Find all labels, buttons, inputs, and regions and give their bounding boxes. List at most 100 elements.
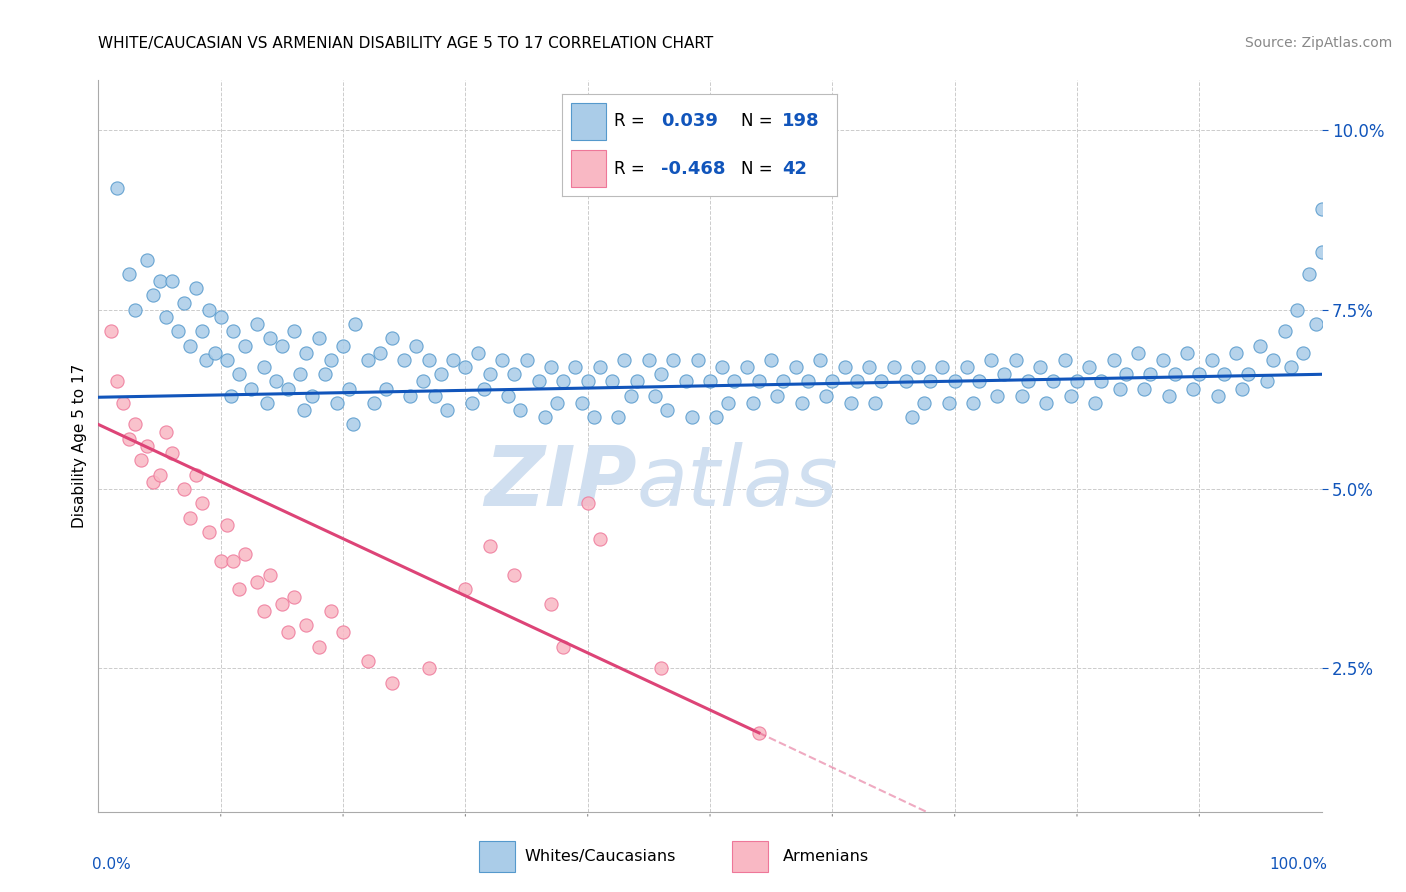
- Point: [509, 403, 531, 417]
- Text: -0.468: -0.468: [661, 160, 725, 178]
- Point: [815, 389, 838, 403]
- Point: [619, 389, 641, 403]
- Point: [111, 396, 134, 410]
- Point: [748, 375, 770, 389]
- Point: [607, 410, 630, 425]
- Point: [105, 375, 128, 389]
- Point: [277, 625, 299, 640]
- Point: [423, 389, 446, 403]
- Point: [342, 417, 364, 432]
- Point: [735, 360, 758, 375]
- Point: [1279, 360, 1302, 375]
- Point: [136, 252, 159, 267]
- Point: [717, 396, 740, 410]
- Text: Source: ZipAtlas.com: Source: ZipAtlas.com: [1244, 36, 1392, 50]
- Point: [912, 396, 935, 410]
- Point: [901, 410, 924, 425]
- Point: [1115, 368, 1137, 382]
- Point: [314, 368, 336, 382]
- Point: [858, 360, 880, 375]
- Point: [534, 410, 557, 425]
- Point: [1029, 360, 1052, 375]
- Text: N =: N =: [741, 160, 772, 178]
- Point: [1310, 245, 1333, 260]
- Point: [993, 368, 1015, 382]
- Point: [292, 403, 315, 417]
- Point: [1310, 202, 1333, 217]
- Point: [259, 331, 281, 345]
- Point: [295, 345, 318, 359]
- Point: [1128, 345, 1150, 359]
- Point: [228, 582, 250, 597]
- Point: [173, 295, 195, 310]
- Point: [233, 338, 256, 352]
- Point: [600, 375, 623, 389]
- Point: [553, 375, 575, 389]
- Point: [381, 331, 404, 345]
- Point: [564, 360, 586, 375]
- Point: [1274, 324, 1296, 338]
- Point: [467, 345, 489, 359]
- Point: [204, 345, 226, 359]
- Point: [894, 375, 917, 389]
- Point: [374, 382, 396, 396]
- Point: [149, 467, 172, 482]
- Point: [675, 375, 697, 389]
- Point: [319, 604, 342, 618]
- Point: [105, 181, 128, 195]
- Point: [405, 338, 427, 352]
- Point: [326, 396, 349, 410]
- Point: [571, 396, 593, 410]
- Point: [503, 368, 526, 382]
- Point: [290, 368, 312, 382]
- Point: [222, 554, 245, 568]
- Point: [308, 331, 330, 345]
- Point: [1053, 353, 1076, 368]
- Point: [1230, 382, 1253, 396]
- Point: [1066, 375, 1088, 389]
- Text: ZIP: ZIP: [484, 442, 637, 523]
- Point: [454, 582, 477, 597]
- Point: [228, 368, 250, 382]
- Bar: [733, 840, 768, 872]
- Point: [195, 353, 218, 368]
- Point: [1157, 389, 1180, 403]
- Point: [540, 597, 562, 611]
- Point: [129, 453, 152, 467]
- Point: [515, 353, 537, 368]
- Point: [142, 475, 165, 489]
- Point: [839, 396, 862, 410]
- Point: [1017, 375, 1039, 389]
- Point: [460, 396, 482, 410]
- Point: [704, 410, 727, 425]
- Point: [219, 389, 242, 403]
- Text: R =: R =: [614, 112, 645, 130]
- Point: [980, 353, 1002, 368]
- Point: [1035, 396, 1057, 410]
- Point: [186, 281, 208, 295]
- Point: [1060, 389, 1083, 403]
- Text: Whites/Caucasians: Whites/Caucasians: [524, 849, 676, 863]
- Point: [723, 375, 745, 389]
- Point: [650, 661, 672, 675]
- Point: [644, 389, 666, 403]
- Point: [283, 324, 305, 338]
- Point: [233, 547, 256, 561]
- Point: [191, 496, 214, 510]
- Point: [748, 726, 770, 740]
- Point: [295, 618, 318, 632]
- Point: [582, 410, 605, 425]
- Point: [956, 360, 979, 375]
- Point: [392, 353, 416, 368]
- Point: [741, 396, 763, 410]
- Point: [1175, 345, 1198, 359]
- Text: 0.039: 0.039: [661, 112, 718, 130]
- Point: [418, 353, 440, 368]
- Point: [699, 375, 721, 389]
- Point: [613, 353, 636, 368]
- Point: [1261, 353, 1284, 368]
- Point: [136, 439, 159, 453]
- Point: [1090, 375, 1112, 389]
- Point: [319, 353, 342, 368]
- Text: R =: R =: [614, 160, 645, 178]
